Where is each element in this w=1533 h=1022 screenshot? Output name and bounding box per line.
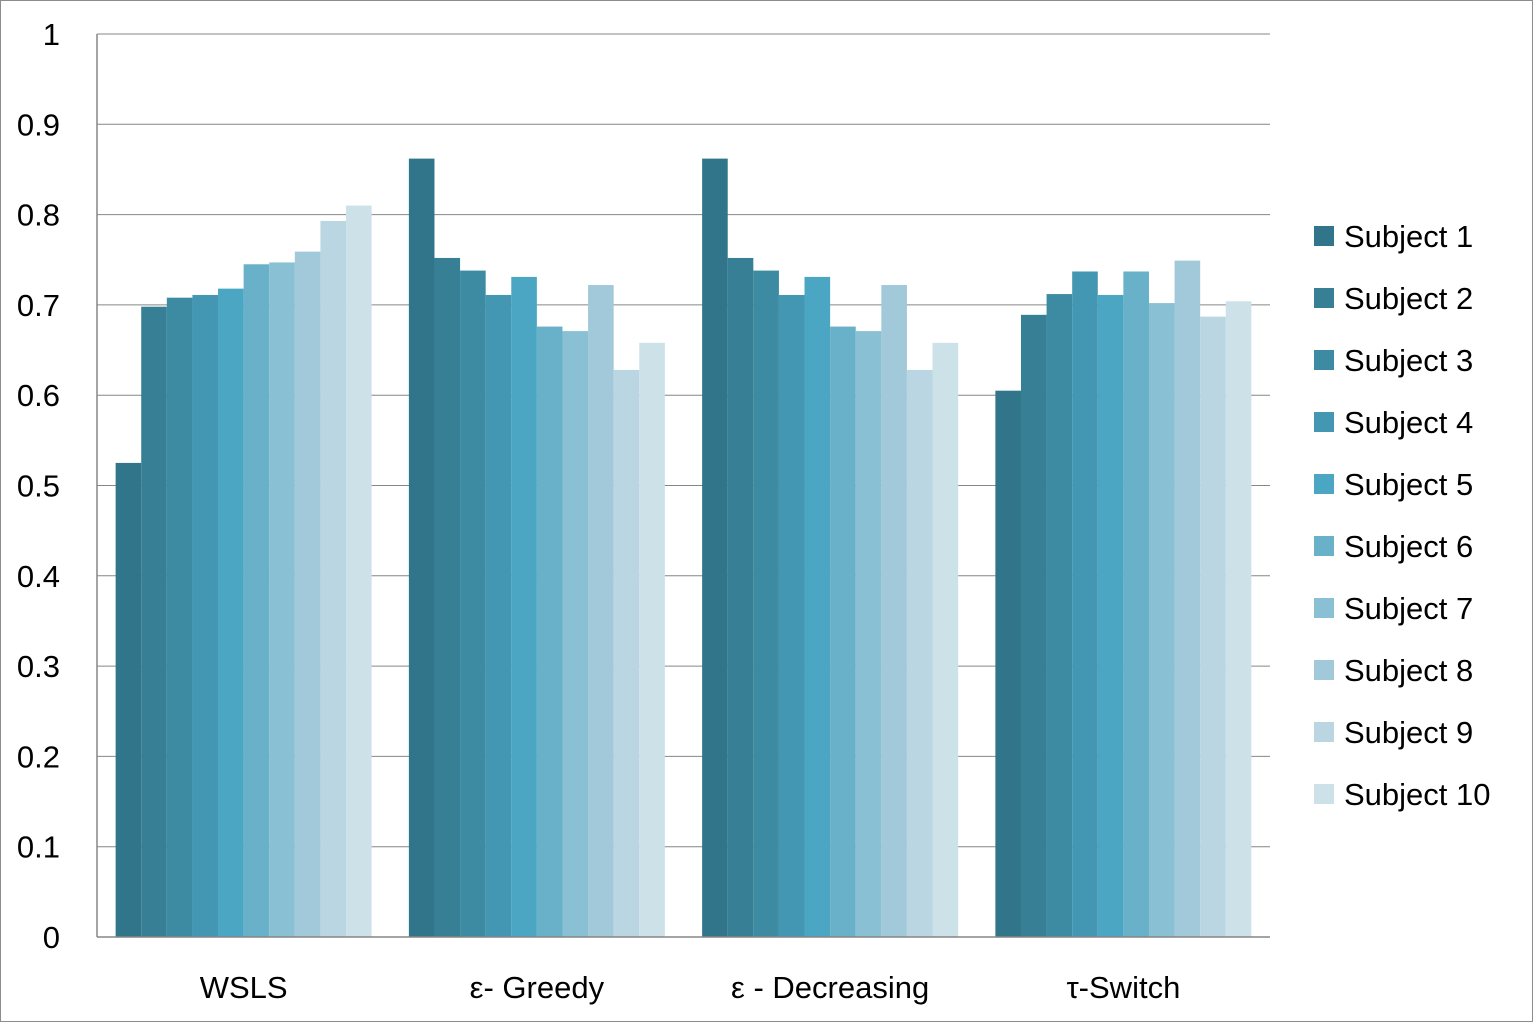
legend: Subject 1 Subject 2 Subject 3 Subject 4 Subj… [1314, 219, 1491, 812]
bar [727, 257, 754, 938]
bar [613, 369, 640, 937]
y-tick-label: 0.4 [17, 559, 60, 594]
legend-swatch [1314, 722, 1334, 742]
bar [753, 270, 779, 937]
y-tick-label: 0.3 [17, 649, 60, 684]
bar [995, 390, 1021, 937]
bar [1020, 314, 1047, 937]
bar [639, 342, 665, 937]
bar [115, 462, 142, 937]
bar [408, 158, 435, 937]
bar [1200, 316, 1226, 937]
bar [243, 264, 270, 937]
legend-label: Subject 9 [1344, 715, 1473, 750]
y-tick-labels: 0 0.1 0.2 0.3 0.4 0.5 0.6 0.7 0.8 0.9 1 [17, 17, 60, 955]
bar [218, 288, 244, 937]
bar [855, 331, 882, 937]
legend-swatch [1314, 226, 1334, 246]
legend-label: Subject 2 [1344, 281, 1473, 316]
bar [1174, 260, 1201, 937]
y-tick-label: 0.2 [17, 739, 60, 774]
bar [932, 342, 959, 937]
bar [511, 276, 537, 938]
bar [906, 369, 933, 937]
bar [485, 294, 512, 937]
legend-label: Subject 1 [1344, 219, 1473, 254]
bar [830, 326, 856, 937]
bar [1072, 271, 1098, 937]
legend-label: Subject 8 [1344, 653, 1473, 688]
x-category-labels: WSLS ε- Greedy ε - Decreasing τ-Switch [200, 970, 1181, 1005]
bar [460, 270, 486, 937]
x-category-label: ε- Greedy [470, 970, 605, 1005]
bar [881, 285, 907, 937]
y-tick-label: 1 [43, 17, 60, 52]
y-tick-label: 0 [43, 920, 60, 955]
bar [1046, 294, 1073, 938]
bar [804, 276, 831, 938]
y-tick-label: 0.9 [17, 107, 60, 142]
bar [294, 251, 321, 938]
legend-swatch [1314, 784, 1334, 804]
legend-swatch [1314, 660, 1334, 680]
legend-label: Subject 10 [1344, 777, 1491, 812]
y-tick-label: 0.6 [17, 378, 60, 413]
bar [702, 158, 728, 937]
legend-swatch [1314, 288, 1334, 308]
y-tick-label: 0.7 [17, 288, 60, 323]
bar [346, 205, 372, 937]
y-tick-label: 0.5 [17, 469, 60, 504]
legend-label: Subject 7 [1344, 591, 1473, 626]
x-category-label: ε - Decreasing [731, 970, 929, 1005]
bar [269, 262, 295, 938]
legend-label: Subject 4 [1344, 405, 1473, 440]
legend-swatch [1314, 412, 1334, 432]
bar [320, 220, 347, 937]
axes [96, 34, 1270, 938]
legend-swatch [1314, 474, 1334, 494]
legend-swatch [1314, 350, 1334, 370]
y-tick-label: 0.1 [17, 830, 60, 865]
legend-swatch [1314, 536, 1334, 556]
bar [1097, 294, 1124, 937]
legend-label: Subject 3 [1344, 343, 1473, 378]
bar [1148, 303, 1175, 937]
bar [141, 306, 167, 937]
x-category-label: τ-Switch [1066, 970, 1180, 1005]
bar [1225, 301, 1252, 938]
bar [166, 297, 193, 937]
bar [562, 331, 589, 937]
legend-label: Subject 6 [1344, 529, 1473, 564]
bar [536, 326, 563, 937]
bar [192, 294, 219, 937]
bar [434, 257, 461, 938]
legend-label: Subject 5 [1344, 467, 1473, 502]
x-category-label: WSLS [200, 970, 288, 1005]
legend-swatch [1314, 598, 1334, 618]
bar [778, 294, 805, 937]
bar [588, 285, 614, 937]
bar [1123, 271, 1149, 937]
y-tick-label: 0.8 [17, 198, 60, 233]
bars [115, 158, 1252, 938]
